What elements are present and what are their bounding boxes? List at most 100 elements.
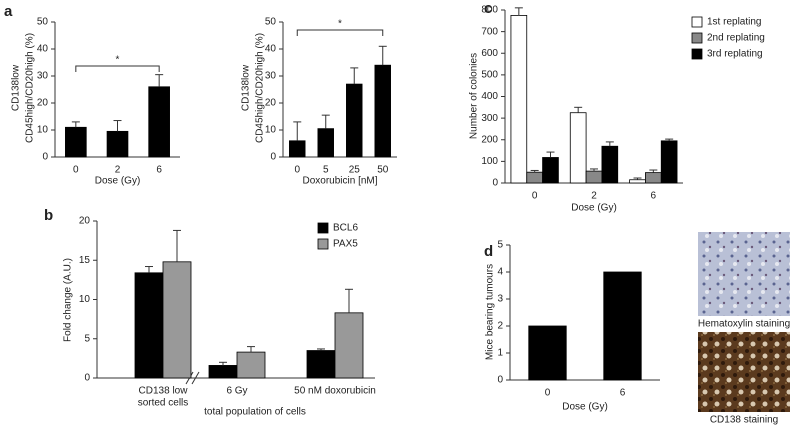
y-axis-label: CD45high/CD20high (%) bbox=[255, 33, 266, 143]
panel-label: b bbox=[44, 207, 53, 224]
y-tick-label: 300 bbox=[481, 113, 498, 124]
significance-label: * bbox=[116, 55, 120, 66]
y-tick-label: 400 bbox=[481, 91, 498, 102]
bar bbox=[629, 179, 646, 184]
y-tick-label: 0 bbox=[270, 152, 276, 163]
y-tick-label: 800 bbox=[481, 5, 498, 16]
y-tick-label: 5 bbox=[84, 333, 90, 344]
histology-image bbox=[698, 332, 790, 412]
bar bbox=[528, 325, 567, 381]
x-tick-label: 6 bbox=[651, 191, 657, 202]
bar bbox=[208, 365, 238, 379]
annotation: total population of cells bbox=[204, 407, 306, 418]
x-tick-label: 6 Gy bbox=[226, 386, 247, 397]
bar bbox=[162, 261, 192, 379]
bar bbox=[334, 312, 364, 379]
bar bbox=[526, 171, 543, 184]
significance-label: * bbox=[338, 19, 342, 30]
bar bbox=[65, 126, 87, 158]
panel-label: d bbox=[484, 243, 493, 260]
y-tick-label: 20 bbox=[265, 98, 277, 109]
y-tick-label: 40 bbox=[265, 44, 277, 55]
y-tick-label: 100 bbox=[481, 156, 498, 167]
legend-swatch bbox=[691, 48, 703, 60]
x-tick-label: 50 bbox=[377, 165, 389, 176]
bar bbox=[134, 272, 164, 379]
panel-label: a bbox=[4, 3, 13, 20]
bar bbox=[374, 64, 391, 158]
y-tick-label: 40 bbox=[37, 44, 49, 55]
y-axis-label: Number of colonies bbox=[469, 53, 480, 139]
bar bbox=[289, 140, 306, 158]
y-tick-label: 50 bbox=[37, 17, 49, 28]
x-tick-label: 6 bbox=[620, 388, 626, 399]
y-axis-label: CD138low bbox=[241, 64, 252, 111]
y-tick-label: 10 bbox=[79, 294, 91, 305]
y-tick-label: 20 bbox=[37, 98, 49, 109]
bar bbox=[510, 15, 528, 184]
bar bbox=[660, 140, 678, 184]
x-axis-label: Dose (Gy) bbox=[562, 402, 608, 413]
bar bbox=[585, 170, 603, 184]
y-tick-label: 0 bbox=[492, 178, 498, 189]
bar bbox=[569, 112, 587, 184]
legend-swatch bbox=[317, 238, 329, 250]
bar bbox=[106, 130, 129, 158]
legend-label: BCL6 bbox=[333, 223, 358, 234]
y-axis-label: Mice bearing tumours bbox=[485, 264, 496, 360]
y-tick-label: 10 bbox=[265, 125, 277, 136]
y-tick-label: 0 bbox=[42, 152, 48, 163]
x-axis-label: Dose (Gy) bbox=[571, 203, 617, 214]
y-axis-label: CD45high/CD20high (%) bbox=[25, 33, 36, 143]
x-tick-label: 25 bbox=[349, 165, 361, 176]
y-tick-label: 15 bbox=[79, 255, 91, 266]
x-tick-label: 2 bbox=[591, 191, 597, 202]
y-tick-label: 30 bbox=[37, 71, 49, 82]
bar bbox=[603, 271, 642, 381]
x-axis-label: Doxorubicin [nM] bbox=[302, 176, 377, 187]
y-tick-label: 1 bbox=[497, 348, 503, 359]
bar bbox=[645, 172, 662, 184]
y-tick-label: 10 bbox=[37, 125, 49, 136]
y-tick-label: 600 bbox=[481, 48, 498, 59]
image-caption: Hematoxylin staining bbox=[698, 319, 790, 330]
x-tick-label: 0 bbox=[545, 388, 551, 399]
y-tick-label: 200 bbox=[481, 134, 498, 145]
bar bbox=[317, 128, 334, 158]
legend-label: PAX5 bbox=[333, 239, 358, 250]
legend-label: 3rd replating bbox=[707, 49, 763, 60]
y-tick-label: 5 bbox=[497, 240, 503, 251]
x-tick-label: CD138 low bbox=[139, 386, 189, 397]
legend-swatch bbox=[317, 222, 329, 234]
y-tick-label: 4 bbox=[497, 267, 503, 278]
y-tick-label: 500 bbox=[481, 70, 498, 81]
y-tick-label: 0 bbox=[497, 375, 503, 386]
histology-image bbox=[698, 232, 790, 316]
y-tick-label: 50 bbox=[265, 17, 277, 28]
x-tick-label: 0 bbox=[532, 191, 538, 202]
x-tick-label: 2 bbox=[115, 165, 121, 176]
bar bbox=[148, 86, 170, 158]
significance-bracket bbox=[296, 29, 384, 36]
x-tick-label: 6 bbox=[156, 165, 162, 176]
y-axis-label: CD138low bbox=[11, 64, 22, 111]
y-tick-label: 30 bbox=[265, 71, 277, 82]
bar bbox=[601, 145, 619, 184]
y-axis-label: Fold change (A.U.) bbox=[63, 258, 74, 342]
image-caption: CD138 staining bbox=[710, 415, 778, 426]
panel-label: c bbox=[484, 0, 492, 17]
bar bbox=[236, 351, 266, 379]
y-tick-label: 2 bbox=[497, 321, 503, 332]
bar bbox=[542, 157, 559, 184]
y-tick-label: 0 bbox=[84, 373, 90, 384]
x-tick-label: 0 bbox=[73, 165, 79, 176]
significance-bracket bbox=[75, 65, 160, 72]
x-axis-label: Dose (Gy) bbox=[95, 176, 141, 187]
x-tick-label: 50 nM doxorubicin bbox=[294, 386, 376, 397]
y-tick-label: 3 bbox=[497, 294, 503, 305]
legend-label: 1st replating bbox=[707, 17, 761, 28]
x-tick-label: 0 bbox=[294, 165, 300, 176]
legend-swatch bbox=[691, 16, 703, 28]
legend-label: 2nd replating bbox=[707, 33, 765, 44]
